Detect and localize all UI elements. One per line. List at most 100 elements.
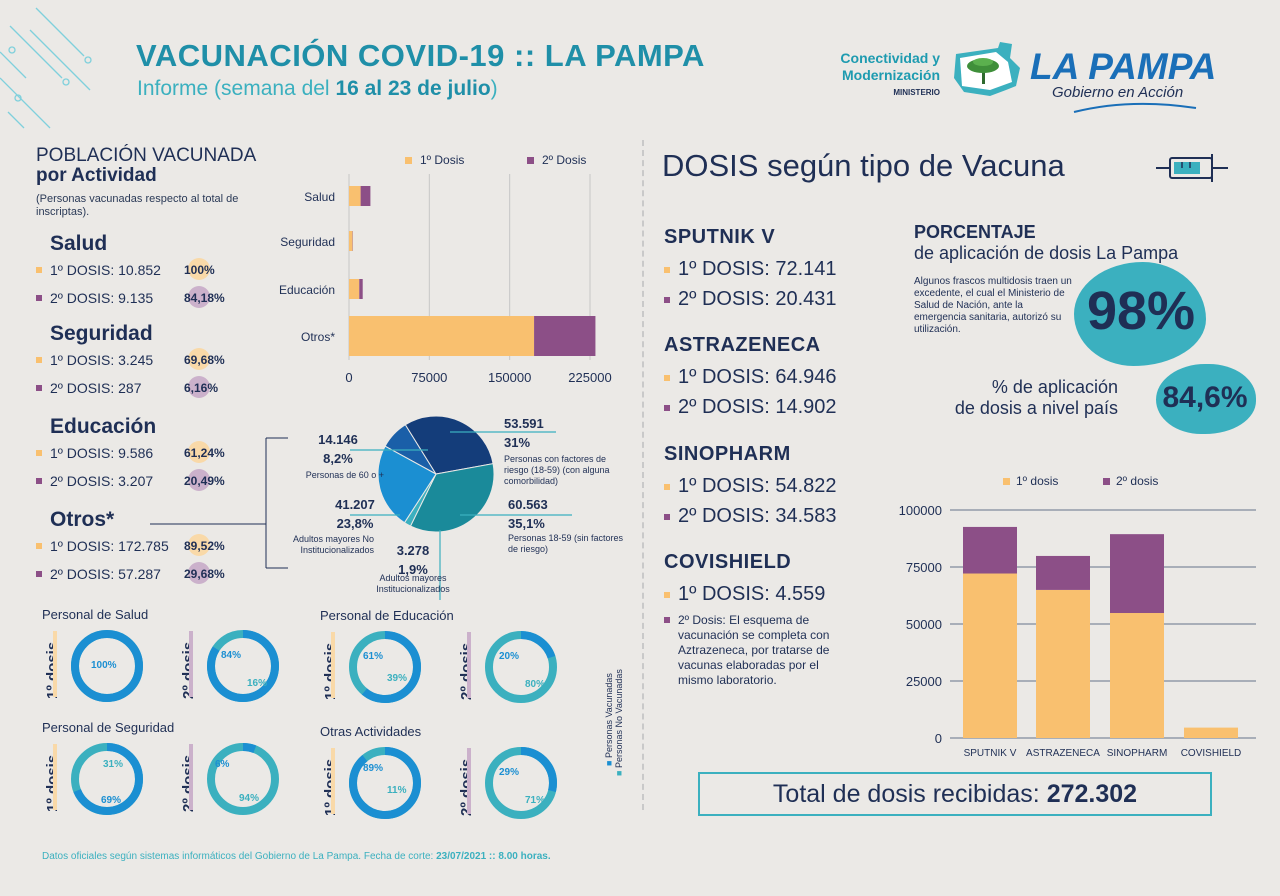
donut-chart	[349, 631, 421, 703]
pie-percentage: 31%	[504, 435, 531, 450]
y-category-label: Educación	[279, 283, 335, 297]
dose-count: 2º DOSIS: 57.287	[50, 566, 161, 582]
donut-vac-label: 84%	[221, 650, 242, 661]
dose-count: 1º DOSIS: 9.586	[50, 445, 154, 461]
dose-count: 1º DOSIS: 172.785	[50, 538, 169, 554]
y-category-label: Salud	[304, 190, 335, 204]
dose-row: 1º DOSIS: 172.785	[36, 538, 169, 554]
dose-label-bar	[467, 632, 471, 698]
donut-vac-arc	[485, 631, 557, 703]
dose-row: 2º DOSIS: 3.207	[36, 473, 153, 489]
donut-novac-label: 16%	[247, 678, 268, 689]
donut-vac-arc	[349, 747, 421, 819]
pie-description: Adultos mayores Institucionalizados	[376, 573, 450, 594]
dose-label-bar	[189, 631, 193, 697]
dose-label-bar	[331, 748, 335, 814]
poblacion-subtitle: por Actividad	[36, 165, 157, 186]
donut-chart	[71, 743, 143, 815]
dose-row: 2º DOSIS: 9.135	[36, 290, 153, 306]
donut-group-title: Otras Actividades	[320, 724, 422, 739]
dose-marker	[664, 617, 670, 623]
dose-count: 1º DOSIS: 4.559	[678, 583, 826, 605]
donut-chart	[207, 630, 279, 702]
donut-vac-label: 29%	[499, 767, 520, 778]
bar-dose2	[963, 526, 1017, 574]
bar-dose1	[349, 186, 361, 206]
poblacion-title: POBLACIÓN VACUNADA	[36, 145, 257, 166]
vaccine-dose-row: 1º DOSIS: 72.141	[664, 258, 837, 281]
dose-marker	[664, 266, 670, 273]
donut-novac-label: 71%	[525, 795, 546, 806]
donut-vac-label: 20%	[499, 651, 520, 662]
dose-marker	[36, 385, 42, 391]
vaccine-dose-row: 1º DOSIS: 4.559	[664, 583, 825, 606]
pais-value: 84,6%	[1162, 381, 1248, 414]
dose-percentage: 100%	[184, 263, 215, 277]
dose-count: 2º DOSIS: 3.207	[50, 473, 154, 489]
bar-dose1	[1110, 613, 1164, 738]
pie-value: 41.207	[335, 497, 375, 512]
vaccine-bar-chart: 0 25000 50000 75000 100000 SPUTNIK V ASTRAZENE…	[899, 474, 1256, 759]
legend-label-dose1: 1º Dosis	[420, 153, 464, 167]
pct-blob	[188, 441, 210, 463]
dose-percentage: 61,24%	[184, 446, 225, 460]
dose-marker	[36, 295, 42, 301]
bar-dose2	[359, 279, 363, 299]
dose-marker	[664, 483, 670, 490]
pie-percentage: 23,8%	[336, 516, 374, 531]
donut-group-title: Personal de Seguridad	[42, 720, 175, 735]
gov-subtitle: Gobierno en Acción	[1052, 84, 1184, 101]
dose-count: 2º DOSIS: 14.902	[678, 396, 837, 418]
vaccine-name: COVISHIELD	[664, 551, 792, 573]
poblacion-note: (Personas vacunadas respecto al total de…	[36, 193, 239, 218]
pie-value: 14.146	[318, 432, 358, 447]
donut-novac-label: 94%	[239, 793, 260, 804]
donut-vac-label: 69%	[101, 795, 122, 806]
dose-marker	[36, 357, 42, 363]
dose-marker	[664, 296, 670, 303]
vaccine-dose-row: 2º DOSIS: 34.583	[664, 505, 837, 528]
dose-count: 2º DOSIS: 34.583	[678, 505, 837, 527]
y-category-label: Seguridad	[280, 235, 335, 249]
dose-marker	[36, 571, 42, 577]
pie-slice	[404, 415, 494, 475]
dose-label-bar	[189, 744, 193, 810]
la-pampa-logo-icon	[954, 42, 1020, 96]
donut-novac-label: 39%	[387, 673, 408, 684]
porcentaje-note: Algunos frascos multidosis traen un exce…	[914, 276, 1072, 335]
pais-label: % de aplicación de dosis a nivel país	[954, 377, 1118, 418]
donut-chart	[485, 747, 557, 819]
x-category-label: ASTRAZENECA	[1026, 748, 1100, 759]
x-category-label: SINOPHARM	[1107, 748, 1168, 759]
donut-group-title: Personal de Educación	[320, 608, 454, 623]
dose-row: 2º DOSIS: 287	[36, 380, 142, 396]
pie-percentage: 1,9%	[398, 562, 428, 577]
dose-count: 2º DOSIS: 287	[50, 380, 142, 396]
dose-marker	[36, 450, 42, 456]
x-tick-label: 0	[345, 370, 352, 385]
vaccine-dose-row: 2º DOSIS: 14.902	[664, 396, 837, 419]
porcentaje-value: 98%	[1086, 281, 1196, 341]
pie-description: Adultos mayores No Institucionalizados	[292, 534, 374, 555]
donut-chart	[71, 630, 143, 702]
dose-count: 1º DOSIS: 3.245	[50, 352, 154, 368]
porcentaje-blob	[1074, 262, 1206, 366]
pie-description: Personas con factores de riesgo (18-59) …	[504, 454, 610, 486]
dose-percentage: 89,52%	[184, 539, 225, 553]
category-heading: Otros*	[50, 508, 115, 531]
donut-vac-label: 100%	[91, 660, 117, 671]
pct-blob	[188, 348, 210, 370]
donut-vac-arc	[71, 743, 143, 815]
dose-row: 1º DOSIS: 9.586	[36, 445, 153, 461]
swoosh-decoration	[1073, 102, 1197, 113]
circuit-decoration	[0, 7, 92, 129]
section-divider	[642, 140, 644, 810]
legend-swatch-dose2	[1103, 478, 1110, 485]
donut-chart	[349, 747, 421, 819]
pie-description: Personas 18-59 (sin factores de riesgo)	[508, 533, 624, 554]
pct-blob	[188, 562, 210, 584]
donut-vac-arc	[207, 630, 279, 702]
dose-note: 2º Dosis: El esquema de vacunación se co…	[678, 613, 830, 687]
footer-note: Datos oficiales según sistemas informáti…	[42, 851, 551, 862]
x-category-label: COVISHIELD	[1181, 748, 1242, 759]
